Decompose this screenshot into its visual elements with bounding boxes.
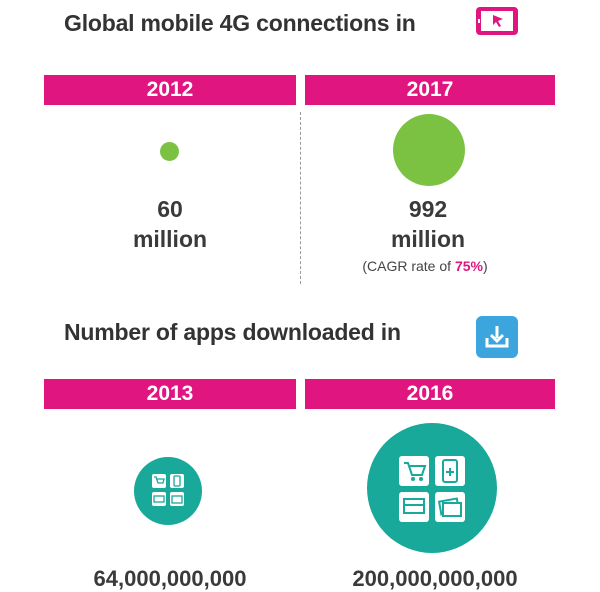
connections-2017-value: 992 (408, 196, 448, 222)
cagr-prefix: (CAGR rate of (362, 258, 455, 274)
year-band-2016: 2016 (305, 379, 555, 409)
section-title-apps: Number of apps downloaded in (64, 319, 401, 345)
connections-2012-stat: 60 million (110, 194, 230, 254)
cagr-suffix: ) (482, 258, 488, 274)
year-band-2013: 2013 (44, 379, 296, 409)
apps-2016-value: 200,000,000,000 (352, 566, 518, 591)
connections-2017-stat: 992 million (368, 194, 488, 254)
tablet-cursor-icon (475, 6, 519, 41)
section-title-4g: Global mobile 4G connections in (64, 10, 416, 36)
apps-grid-icon (399, 456, 465, 522)
apps-2016-circle (367, 423, 497, 553)
cagr-note: (CAGR rate of 75%) (325, 258, 525, 274)
download-icon (476, 316, 518, 363)
column-divider (300, 112, 301, 284)
year-band-2017: 2017 (305, 75, 555, 105)
connections-2017-unit: million (390, 226, 466, 252)
year-band-2012: 2012 (44, 75, 296, 105)
apps-2013-circle (134, 457, 202, 525)
cagr-value: 75% (454, 258, 483, 274)
connections-2017-circle (393, 114, 465, 186)
connections-2012-unit: million (132, 226, 208, 252)
connections-2012-dot (160, 142, 179, 161)
apps-2013-value: 64,000,000,000 (93, 566, 247, 591)
apps-grid-icon (152, 474, 184, 506)
connections-2012-value: 60 (157, 196, 183, 222)
